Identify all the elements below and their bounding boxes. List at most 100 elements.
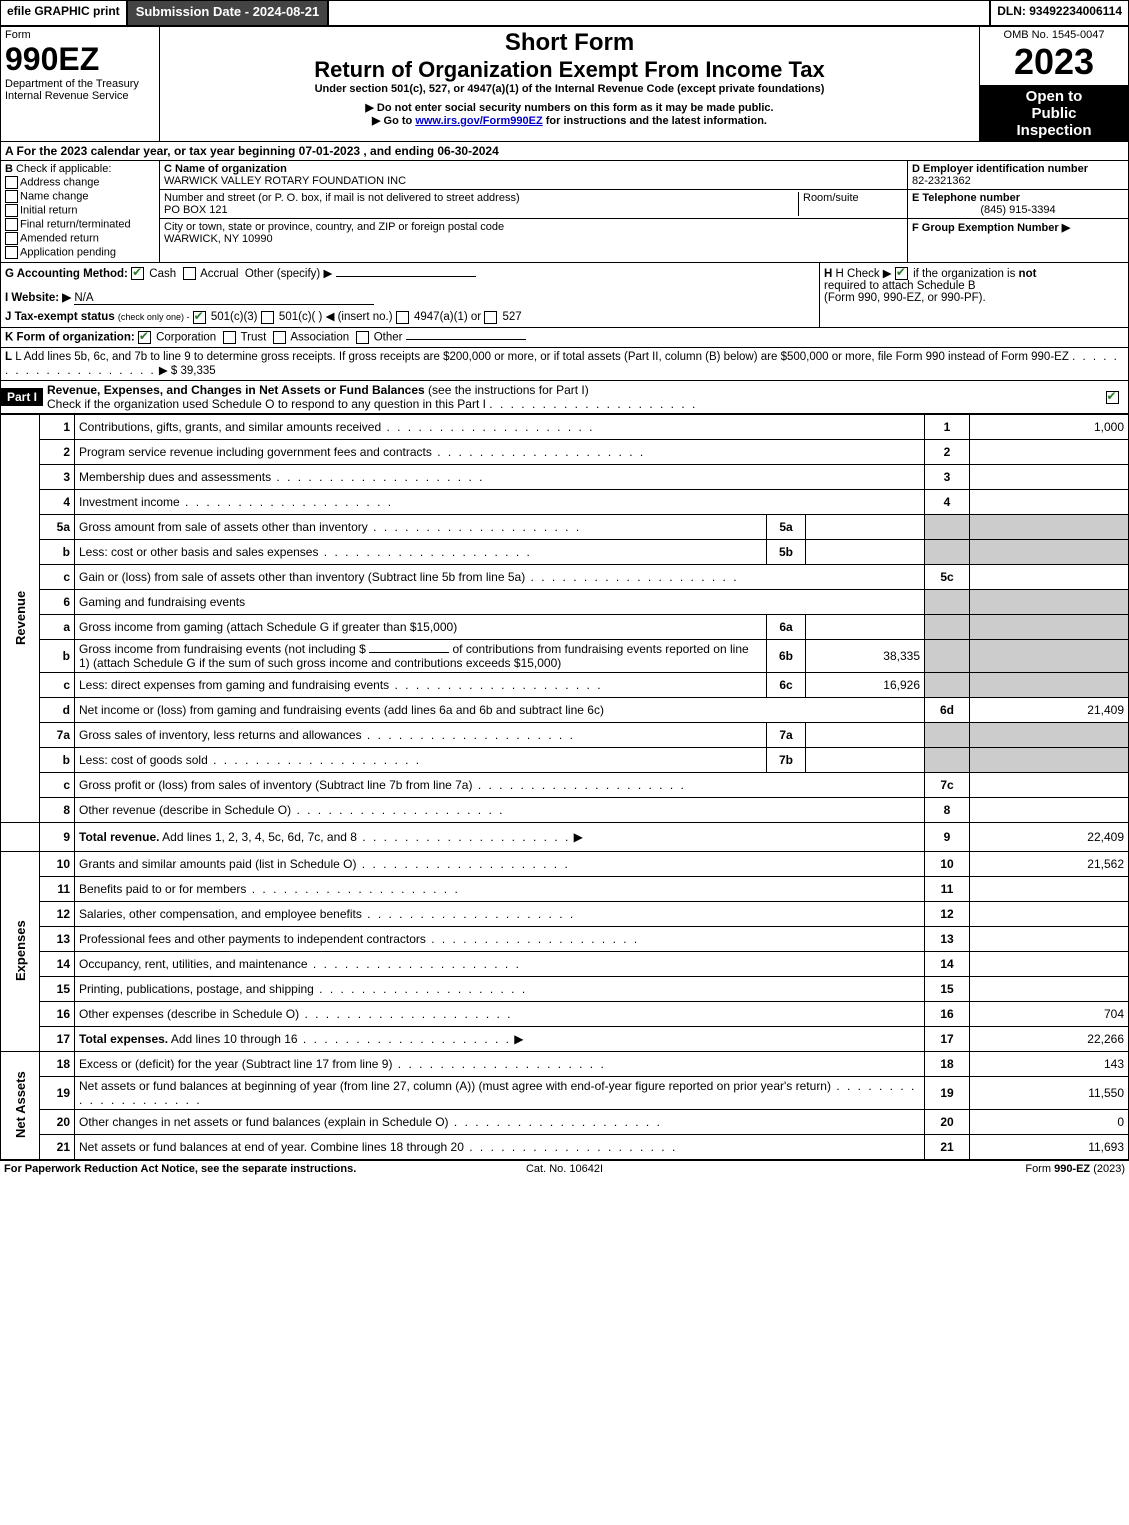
cb-initial-return[interactable]: Initial return [5, 204, 155, 217]
efile-graphic-print[interactable]: efile GRAPHIC print [1, 1, 128, 25]
h-not: not [1019, 268, 1037, 280]
section-b: B Check if applicable: Address change Na… [1, 161, 160, 262]
mval-11 [970, 876, 1129, 901]
mval-9: 22,409 [970, 822, 1129, 851]
f-label: F Group Exemption Number ▶ [912, 222, 1070, 234]
cb-501c[interactable] [261, 311, 274, 324]
desc-4: Investment income [79, 495, 180, 509]
cb-schedule-o-used[interactable] [1106, 391, 1119, 404]
desc-8: Other revenue (describe in Schedule O) [79, 803, 291, 817]
sh-5a [925, 514, 970, 539]
omb-number: OMB No. 1545-0047 [984, 29, 1124, 41]
cb-amended[interactable]: Amended return [5, 232, 155, 245]
footer-right: Form 990-EZ (2023) [751, 1163, 1125, 1175]
mlbl-5c: 5c [925, 564, 970, 589]
cb-other-org[interactable] [356, 331, 369, 344]
mlbl-17: 17 [925, 1026, 970, 1051]
cb-schedule-b-not-required[interactable] [895, 267, 908, 280]
instruction-ssn: ▶ Do not enter social security numbers o… [164, 101, 975, 114]
ln-21: 21 [40, 1134, 75, 1159]
cb-4947[interactable] [396, 311, 409, 324]
section-g: G Accounting Method: Cash Accrual Other … [1, 263, 819, 327]
desc-3: Membership dues and assessments [79, 470, 271, 484]
sh-6b [925, 639, 970, 672]
desc-2: Program service revenue including govern… [79, 445, 432, 459]
instr2-pre: ▶ Go to [372, 115, 415, 127]
vlabel-rev-extra [1, 822, 40, 851]
submission-date: Submission Date - 2024-08-21 [128, 1, 330, 25]
open1: Open to [984, 88, 1124, 105]
mval-7c [970, 772, 1129, 797]
footer: For Paperwork Reduction Act Notice, see … [0, 1160, 1129, 1177]
shv-6a [970, 614, 1129, 639]
cb-final-return[interactable]: Final return/terminated [5, 218, 155, 231]
sh-6 [925, 589, 970, 614]
other-specify-line[interactable] [336, 276, 476, 277]
cb-association[interactable] [273, 331, 286, 344]
g-accrual: Accrual [200, 268, 238, 280]
addr-row: Number and street (or P. O. box, if mail… [160, 190, 907, 219]
part1-checkline: Check if the organization used Schedule … [47, 397, 486, 411]
mval-13 [970, 926, 1129, 951]
g-other: Other (specify) ▶ [245, 268, 332, 280]
ln-4: 4 [40, 489, 75, 514]
ln-2: 2 [40, 439, 75, 464]
cb-name-change[interactable]: Name change [5, 190, 155, 203]
k-other-line[interactable] [406, 339, 526, 340]
cb-527[interactable] [484, 311, 497, 324]
ln-19: 19 [40, 1076, 75, 1109]
shv-5b [970, 539, 1129, 564]
cb-accrual[interactable] [183, 267, 196, 280]
shv-5a [970, 514, 1129, 539]
subtitle: Under section 501(c), 527, or 4947(a)(1)… [164, 83, 975, 95]
k-other: Other [374, 331, 403, 343]
irs-link[interactable]: www.irs.gov/Form990EZ [415, 115, 542, 127]
k-corp: Corporation [156, 331, 216, 343]
desc-10: Grants and similar amounts paid (list in… [79, 857, 356, 871]
box-5a: 5a [767, 514, 806, 539]
mval-1: 1,000 [970, 414, 1129, 439]
k-label: K Form of organization: [5, 331, 135, 343]
mlbl-6d: 6d [925, 697, 970, 722]
desc-5b: Less: cost or other basis and sales expe… [79, 545, 318, 559]
part1-header-row: Part I Revenue, Expenses, and Changes in… [0, 381, 1129, 414]
boxval-6a [806, 614, 925, 639]
part1-dots [489, 397, 697, 411]
k-assoc: Association [290, 331, 349, 343]
short-form-title: Short Form [164, 29, 975, 57]
g-label: G Accounting Method: [5, 268, 128, 280]
cb-trust[interactable] [223, 331, 236, 344]
mlbl-8: 8 [925, 797, 970, 822]
cb-501c3[interactable] [193, 311, 206, 324]
cb-corporation[interactable] [138, 331, 151, 344]
room-suite: Room/suite [798, 192, 903, 216]
boxval-6b: 38,335 [806, 639, 925, 672]
cb-cash[interactable] [131, 267, 144, 280]
gh-row: G Accounting Method: Cash Accrual Other … [0, 263, 1129, 328]
ln-17: 17 [40, 1026, 75, 1051]
desc-7c: Gross profit or (loss) from sales of inv… [79, 778, 472, 792]
l-value: 39,335 [181, 365, 216, 377]
mlbl-16: 16 [925, 1001, 970, 1026]
part1-paren: (see the instructions for Part I) [428, 383, 589, 397]
cb-application-pending[interactable]: Application pending [5, 246, 155, 259]
section-a: A For the 2023 calendar year, or tax yea… [0, 142, 1129, 161]
open2: Public [984, 105, 1124, 122]
desc-12: Salaries, other compensation, and employ… [79, 907, 362, 921]
ln-7b: b [40, 747, 75, 772]
mval-14 [970, 951, 1129, 976]
mval-5c [970, 564, 1129, 589]
d-label: D Employer identification number [912, 163, 1088, 175]
h-line2: required to attach Schedule B [824, 280, 976, 292]
cb-address-change[interactable]: Address change [5, 176, 155, 189]
mval-2 [970, 439, 1129, 464]
section-c: C Name of organization WARWICK VALLEY RO… [160, 161, 907, 262]
box-6c: 6c [767, 672, 806, 697]
mval-3 [970, 464, 1129, 489]
footer-left: For Paperwork Reduction Act Notice, see … [4, 1163, 378, 1175]
city-value: WARWICK, NY 10990 [164, 233, 273, 245]
addr-label: Number and street (or P. O. box, if mail… [164, 192, 520, 204]
omb-year-cell: OMB No. 1545-0047 2023 [980, 27, 1129, 86]
mval-8 [970, 797, 1129, 822]
j-sub: (check only one) - [118, 312, 190, 322]
